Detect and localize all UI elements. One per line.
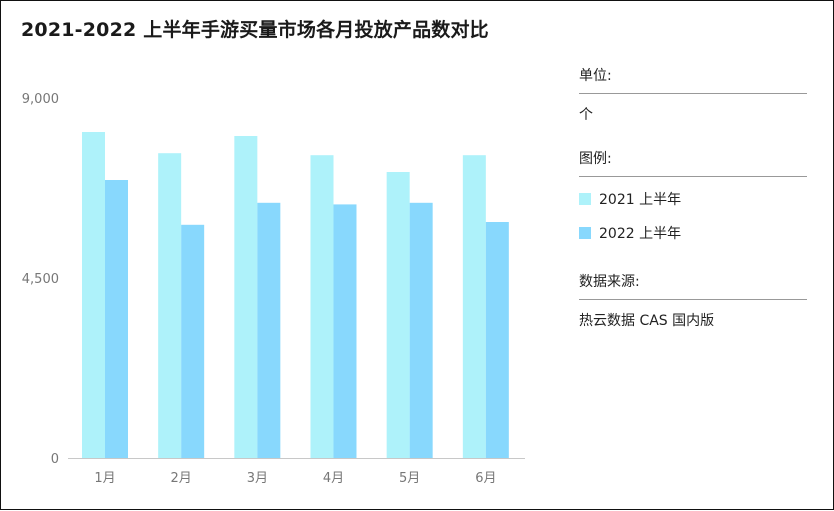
legend-label-2022: 2022 上半年 [599, 226, 682, 242]
y-tick-label: 4,500 [22, 272, 59, 287]
bar-2022-5 [409, 202, 433, 458]
x-tick-label: 1月 [94, 471, 115, 486]
x-tick-label: 4月 [323, 471, 344, 486]
bar-2022-4 [333, 204, 357, 458]
x-tick-label: 2月 [171, 471, 192, 486]
bar-2021-2 [158, 153, 182, 458]
side-panel: 单位: 个 图例: 2021 上半年 2022 上半年 数据来源: 热云数据 C… [579, 65, 807, 330]
y-axis: 0 4,500 9,000 [22, 92, 59, 467]
x-axis: 1月 2月 3月 4月 5月 6月 [94, 471, 496, 486]
legend-label-2021: 2021 上半年 [599, 192, 682, 208]
source-header: 数据来源: [579, 271, 807, 300]
bar-2021-1 [82, 132, 105, 458]
legend: 2021 上半年 2022 上半年 [579, 189, 807, 243]
bar-2022-3 [257, 202, 281, 458]
x-tick-label: 6月 [475, 471, 496, 486]
legend-swatch-2022 [579, 227, 591, 239]
source-value: 热云数据 CAS 国内版 [579, 313, 715, 329]
legend-item-2021: 2021 上半年 [579, 189, 807, 209]
chart-title: 2021-2022 上半年手游买量市场各月投放产品数对比 [21, 19, 489, 41]
bar-2021-5 [386, 172, 410, 458]
unit-value: 个 [579, 107, 593, 123]
legend-header: 图例: [579, 148, 807, 177]
bar-2021-3 [234, 136, 258, 458]
bar-2021-6 [462, 155, 486, 458]
y-tick-label: 9,000 [22, 92, 59, 107]
legend-swatch-2021 [579, 193, 591, 205]
unit-header: 单位: [579, 65, 807, 94]
legend-item-2022: 2022 上半年 [579, 223, 807, 243]
y-tick-label: 0 [51, 452, 59, 467]
bars [82, 132, 509, 458]
x-tick-label: 5月 [399, 471, 420, 486]
bar-2022-1 [105, 180, 128, 458]
x-tick-label: 3月 [247, 471, 268, 486]
bar-2021-4 [310, 155, 334, 458]
bar-2022-6 [485, 222, 509, 458]
bar-2022-2 [181, 224, 205, 458]
